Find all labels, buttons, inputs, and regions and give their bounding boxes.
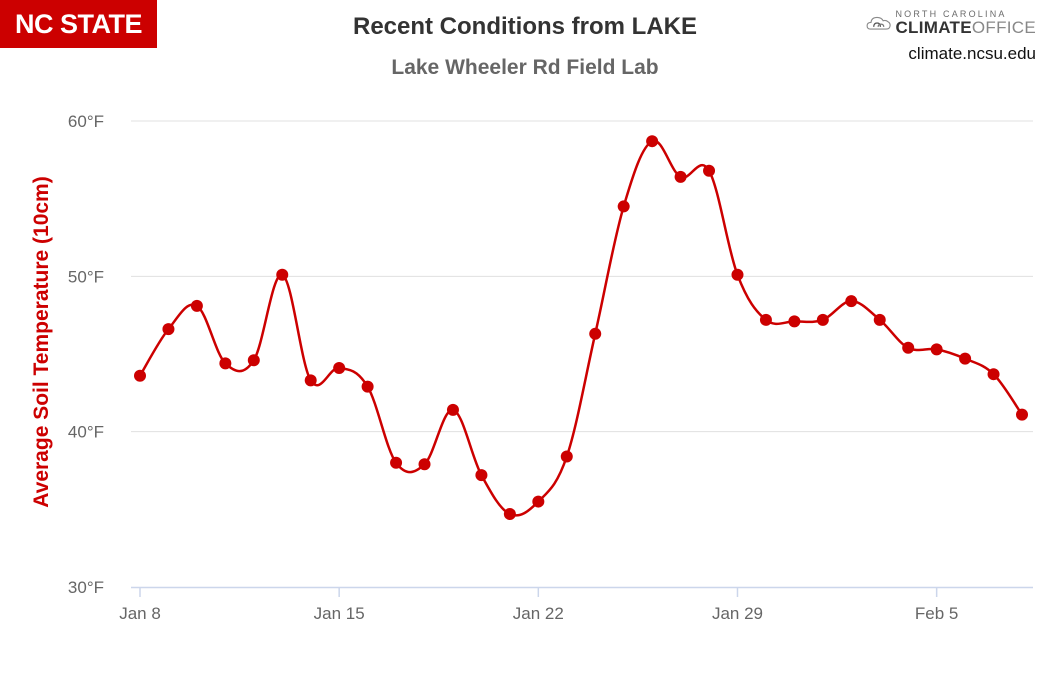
x-tick-label: Jan 22 — [513, 604, 564, 623]
data-point[interactable] — [987, 368, 1000, 381]
data-point[interactable] — [731, 268, 744, 281]
data-point[interactable] — [219, 357, 232, 370]
x-tick-label: Jan 29 — [712, 604, 763, 623]
data-point[interactable] — [532, 495, 545, 508]
data-point[interactable] — [617, 200, 630, 213]
data-point[interactable] — [930, 343, 943, 356]
data-point[interactable] — [1016, 408, 1028, 421]
data-point[interactable] — [162, 323, 175, 336]
data-point[interactable] — [674, 170, 687, 183]
data-point[interactable] — [333, 361, 346, 374]
x-tick-label: Jan 15 — [314, 604, 365, 623]
data-point[interactable] — [304, 374, 317, 387]
data-point[interactable] — [959, 352, 972, 365]
data-point[interactable] — [560, 450, 573, 463]
brand-small-text: NORTH CAROLINA — [895, 9, 1007, 19]
data-point[interactable] — [190, 299, 203, 312]
data-point[interactable] — [134, 369, 146, 382]
data-point[interactable] — [361, 380, 374, 393]
climate-office-brand: NORTH CAROLINA CLIMATEOFFICE climate.ncs… — [866, 8, 1036, 64]
data-point[interactable] — [873, 313, 886, 326]
data-point[interactable] — [247, 354, 260, 367]
y-axis-label: Average Soil Temperature (10cm) — [30, 176, 53, 507]
y-tick-label: 60°F — [68, 112, 104, 131]
data-point[interactable] — [475, 469, 488, 482]
data-point[interactable] — [446, 403, 459, 416]
data-point[interactable] — [646, 135, 659, 148]
data-point[interactable] — [589, 327, 602, 340]
chart-title: Recent Conditions from LAKE — [352, 13, 697, 40]
data-point[interactable] — [902, 341, 915, 354]
data-point[interactable] — [788, 315, 801, 328]
data-point[interactable] — [703, 164, 716, 177]
chart-subtitle: Lake Wheeler Rd Field Lab — [391, 56, 659, 79]
data-point[interactable] — [816, 313, 829, 326]
data-point[interactable] — [759, 313, 772, 326]
x-tick-label: Feb 5 — [915, 604, 958, 623]
data-point[interactable] — [276, 268, 289, 281]
x-tick-label: Jan 8 — [119, 604, 161, 623]
brand-url[interactable]: climate.ncsu.edu — [908, 44, 1036, 63]
y-tick-label: 30°F — [68, 578, 104, 597]
brand-name: CLIMATEOFFICE — [895, 18, 1036, 37]
data-point[interactable] — [418, 458, 431, 471]
ncstate-logo: NC STATE — [0, 0, 157, 48]
y-tick-label: 40°F — [68, 423, 104, 442]
y-tick-label: 50°F — [68, 267, 104, 286]
data-point[interactable] — [390, 456, 403, 469]
series-line — [138, 139, 1024, 517]
data-point[interactable] — [503, 507, 516, 520]
cloud-icon — [866, 16, 891, 30]
data-point[interactable] — [845, 295, 858, 308]
